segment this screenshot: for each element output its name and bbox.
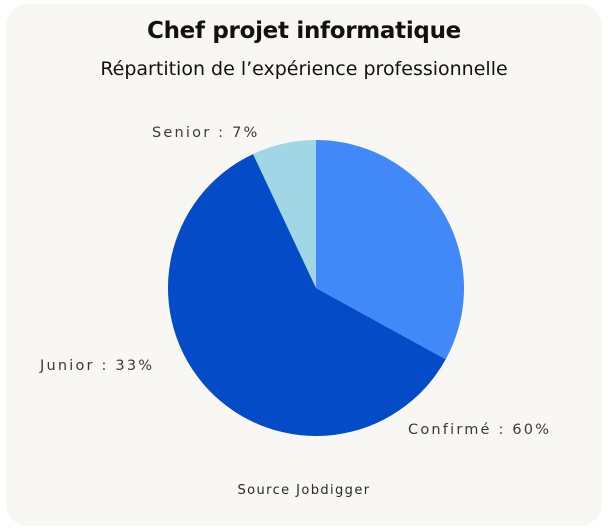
pie-slices xyxy=(168,140,464,437)
slice-label-senior: Senior : 7% xyxy=(152,125,259,141)
pie-slice-junior xyxy=(316,140,464,360)
chart-card: Chef projet informatique Répartition de … xyxy=(6,4,602,526)
slice-label-confirm: Confirmé : 60% xyxy=(408,422,551,438)
chart-title: Chef projet informatique xyxy=(147,18,461,44)
pie-chart: Senior : 7% Confirmé : 60% Junior : 33% xyxy=(39,125,551,438)
chart-source: Source Jobdigger xyxy=(237,483,371,498)
chart-subtitle: Répartition de l’expérience professionne… xyxy=(100,58,508,80)
slice-label-junior: Junior : 33% xyxy=(39,358,154,374)
pie-slice-confirm xyxy=(168,154,446,437)
pie-labels: Senior : 7% Confirmé : 60% Junior : 33% xyxy=(39,125,551,438)
pie-slice-senior xyxy=(252,140,316,288)
